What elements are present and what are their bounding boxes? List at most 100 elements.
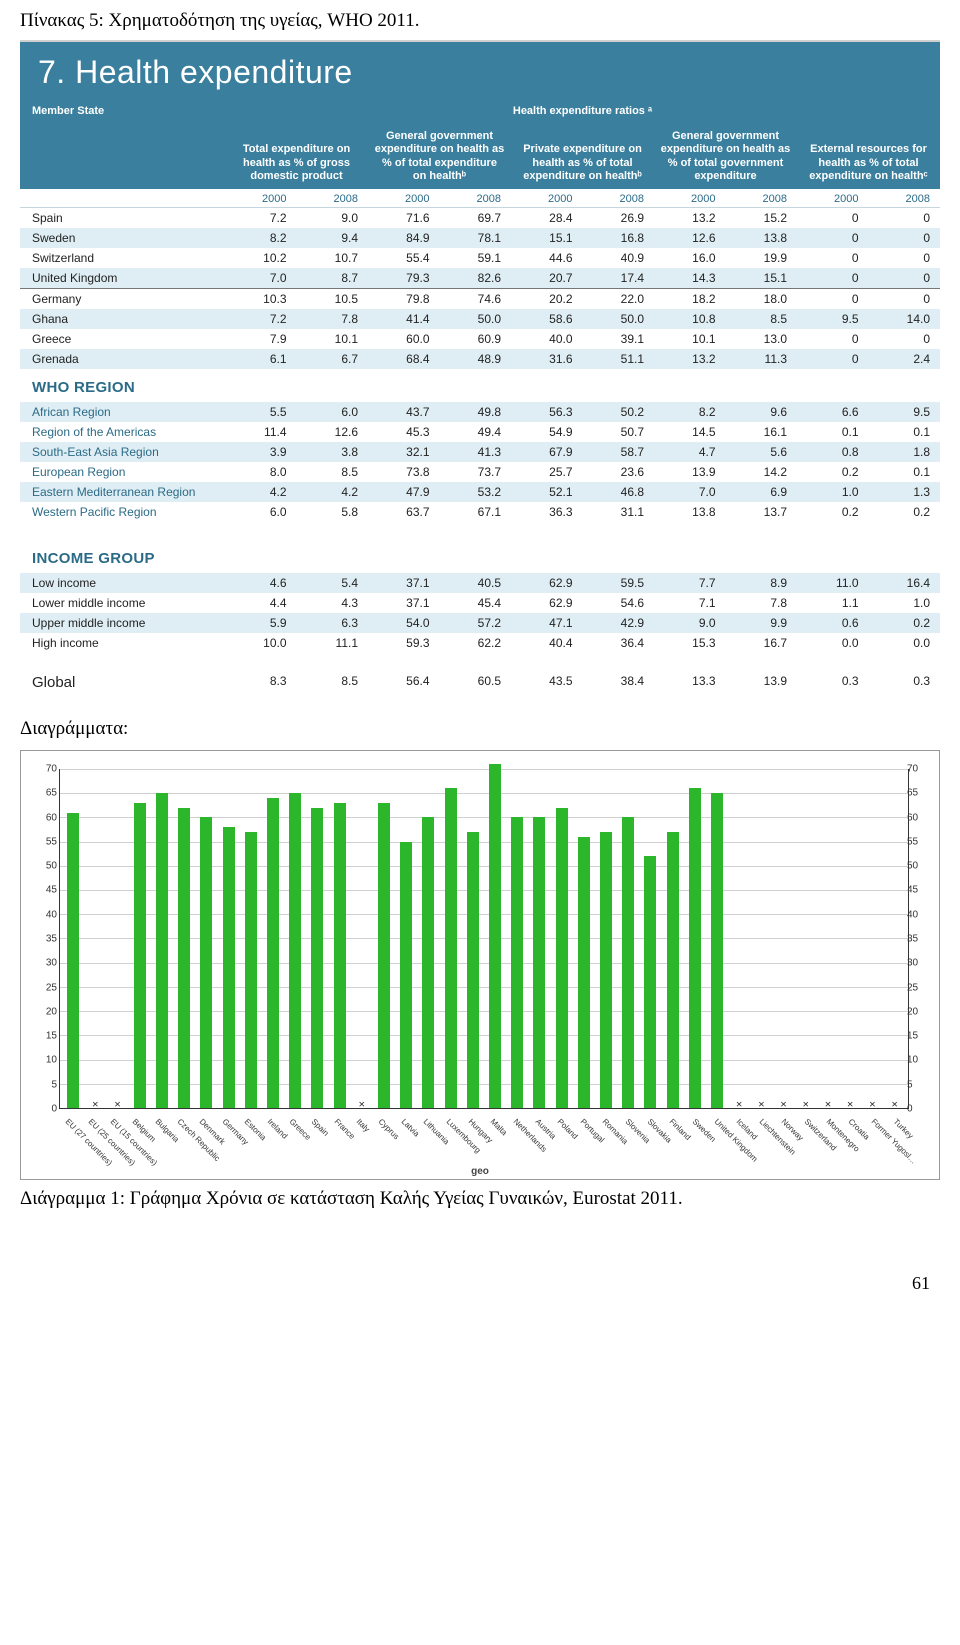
row-label: Global bbox=[20, 671, 225, 694]
member-state-label: Member State bbox=[20, 99, 225, 124]
x-label: Turkey bbox=[892, 1117, 915, 1140]
data-cell: 10.2 bbox=[225, 248, 297, 268]
data-cell: 73.7 bbox=[440, 462, 512, 482]
data-cell: 8.3 bbox=[225, 671, 297, 694]
bar-slot: × bbox=[795, 769, 817, 1108]
bar-slot bbox=[129, 769, 151, 1108]
data-cell: 7.2 bbox=[225, 208, 297, 228]
y-tick-right: 50 bbox=[907, 861, 937, 872]
data-cell: 8.5 bbox=[297, 671, 369, 694]
bar-slot: × bbox=[106, 769, 128, 1108]
y-tick-left: 10 bbox=[27, 1055, 57, 1066]
chart-area: ××××××××××× bbox=[59, 769, 909, 1109]
year-cell: 2000 bbox=[511, 189, 583, 207]
data-cell: 42.9 bbox=[583, 613, 655, 633]
data-cell: 7.7 bbox=[654, 573, 726, 593]
bar bbox=[667, 832, 679, 1108]
data-cell: 52.1 bbox=[511, 482, 583, 502]
bar bbox=[556, 808, 568, 1108]
y-tick-right: 10 bbox=[907, 1055, 937, 1066]
data-cell: 6.7 bbox=[297, 349, 369, 369]
data-cell: 1.3 bbox=[869, 482, 941, 502]
data-cell: 84.9 bbox=[368, 228, 440, 248]
bar-slot bbox=[439, 769, 461, 1108]
table-row: Eastern Mediterranean Region4.24.247.953… bbox=[20, 482, 940, 502]
row-label: Upper middle income bbox=[20, 613, 225, 633]
year-cell: 2000 bbox=[654, 189, 726, 207]
data-cell: 46.8 bbox=[583, 482, 655, 502]
bar bbox=[311, 808, 323, 1108]
y-tick-right: 25 bbox=[907, 982, 937, 993]
bar-slot: × bbox=[351, 769, 373, 1108]
y-tick-right: 15 bbox=[907, 1031, 937, 1042]
data-cell: 6.0 bbox=[225, 502, 297, 522]
data-cell: 0 bbox=[797, 329, 869, 349]
bar bbox=[533, 817, 545, 1108]
bar bbox=[422, 817, 434, 1108]
bar bbox=[711, 793, 723, 1108]
data-cell: 15.1 bbox=[726, 268, 798, 288]
data-cell: 0 bbox=[797, 289, 869, 309]
table-row: Region of the Americas11.412.645.349.454… bbox=[20, 422, 940, 442]
x-label-slot: France bbox=[328, 1113, 350, 1179]
data-cell: 10.1 bbox=[297, 329, 369, 349]
data-cell: 62.2 bbox=[440, 633, 512, 653]
income-group-title: INCOME GROUP bbox=[20, 540, 940, 573]
data-cell: 58.7 bbox=[583, 442, 655, 462]
missing-marker: × bbox=[802, 1098, 809, 1110]
x-label-slot: Norway bbox=[775, 1113, 797, 1179]
row-label: Low income bbox=[20, 573, 225, 593]
data-cell: 0 bbox=[797, 349, 869, 369]
year-cell: 2008 bbox=[440, 189, 512, 207]
x-label-slot: Latvia bbox=[395, 1113, 417, 1179]
x-label-slot: Italy bbox=[350, 1113, 372, 1179]
data-cell: 1.8 bbox=[869, 442, 941, 462]
data-cell: 40.5 bbox=[440, 573, 512, 593]
data-cell: 12.6 bbox=[654, 228, 726, 248]
data-cell: 8.2 bbox=[225, 228, 297, 248]
data-cell: 11.1 bbox=[297, 633, 369, 653]
data-cell: 7.8 bbox=[726, 593, 798, 613]
data-cell: 60.0 bbox=[368, 329, 440, 349]
year-cell: 2008 bbox=[726, 189, 798, 207]
bar-slot: × bbox=[884, 769, 906, 1108]
x-label-slot: Spain bbox=[305, 1113, 327, 1179]
x-label-slot: Portugal bbox=[574, 1113, 596, 1179]
row-label: High income bbox=[20, 633, 225, 653]
data-cell: 7.8 bbox=[297, 309, 369, 329]
year-cell: 2000 bbox=[368, 189, 440, 207]
y-tick-left: 55 bbox=[27, 836, 57, 847]
data-cell: 54.9 bbox=[511, 422, 583, 442]
data-cell: 13.9 bbox=[726, 671, 798, 694]
data-cell: 62.9 bbox=[511, 573, 583, 593]
data-cell: 11.0 bbox=[797, 573, 869, 593]
data-cell: 69.7 bbox=[440, 208, 512, 228]
row-label: Greece bbox=[20, 329, 225, 349]
bar bbox=[511, 817, 523, 1108]
data-cell: 37.1 bbox=[368, 573, 440, 593]
y-tick-right: 30 bbox=[907, 958, 937, 969]
table-row: European Region8.08.573.873.725.723.613.… bbox=[20, 462, 940, 482]
y-axis-left: 0510152025303540455055606570 bbox=[27, 769, 57, 1109]
data-cell: 78.1 bbox=[440, 228, 512, 248]
data-cell: 40.0 bbox=[511, 329, 583, 349]
bar-slot bbox=[550, 769, 572, 1108]
bar-slot bbox=[173, 769, 195, 1108]
data-cell: 54.6 bbox=[583, 593, 655, 613]
x-label-slot: Liechtenstein bbox=[753, 1113, 775, 1179]
data-cell: 56.4 bbox=[368, 671, 440, 694]
data-cell: 38.4 bbox=[583, 671, 655, 694]
x-label-slot: Croatia bbox=[842, 1113, 864, 1179]
data-cell: 49.8 bbox=[440, 402, 512, 422]
bar-slot bbox=[684, 769, 706, 1108]
x-axis-label: geo bbox=[471, 1166, 489, 1177]
data-cell: 0 bbox=[869, 208, 941, 228]
data-cell: 8.0 bbox=[225, 462, 297, 482]
x-label-slot: Denmark bbox=[193, 1113, 215, 1179]
data-cell: 3.8 bbox=[297, 442, 369, 462]
data-cell: 10.3 bbox=[225, 289, 297, 309]
x-label-slot: Cyprus bbox=[372, 1113, 394, 1179]
col-header-4: External resources for health as % of to… bbox=[797, 124, 940, 189]
data-cell: 51.1 bbox=[583, 349, 655, 369]
x-label-slot: Slovakia bbox=[641, 1113, 663, 1179]
